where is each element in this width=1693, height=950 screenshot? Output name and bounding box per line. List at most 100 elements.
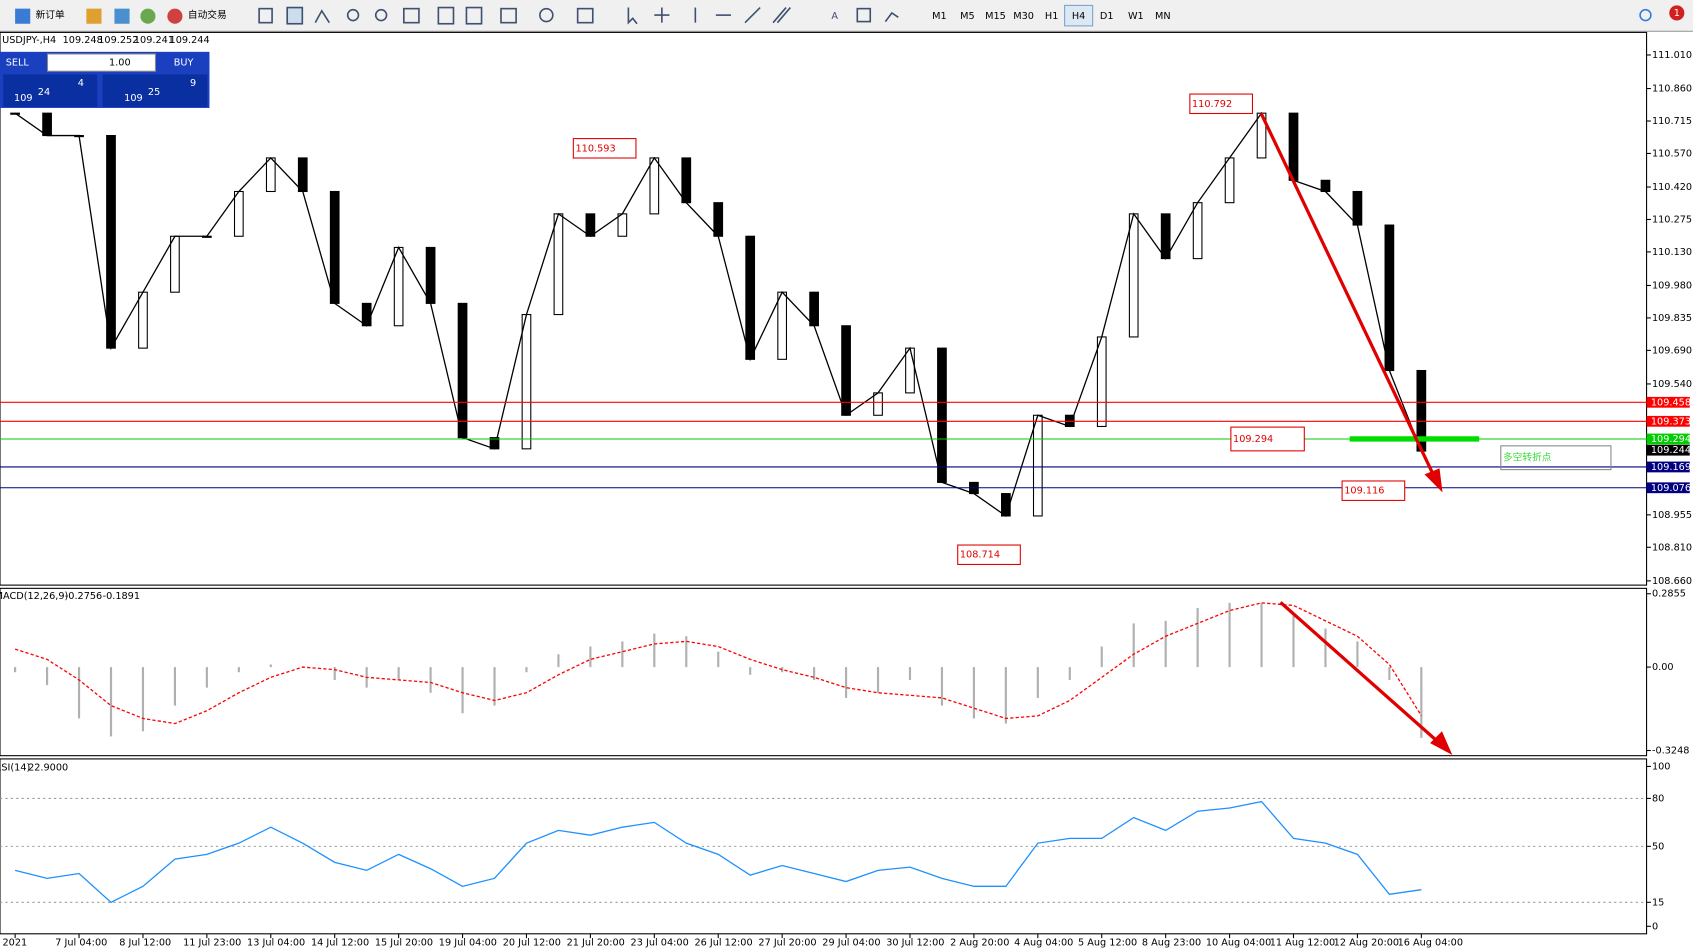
candle <box>393 246 404 327</box>
macd-bar <box>1260 602 1263 668</box>
auto-trading-icon[interactable] <box>167 8 183 24</box>
candle <box>681 157 692 204</box>
buy-price-big: 109 <box>124 93 143 104</box>
candle <box>937 347 947 483</box>
candle <box>297 157 308 193</box>
icon[interactable] <box>539 7 554 23</box>
sell-button[interactable] <box>3 74 98 107</box>
price-annotation: 108.714 <box>960 550 1000 561</box>
zoom-in[interactable] <box>346 8 360 22</box>
timeframe[interactable]: M1 <box>932 11 947 22</box>
timeframe[interactable]: MN <box>1155 11 1171 22</box>
icon[interactable] <box>286 6 304 25</box>
macd-bar <box>333 667 336 680</box>
icon[interactable] <box>500 7 517 24</box>
level-label: 109.458 <box>1651 397 1691 408</box>
x-tick-label: 16 Aug 04:00 <box>1398 937 1463 948</box>
icon[interactable] <box>576 7 594 24</box>
candle <box>170 235 180 293</box>
macd-bar <box>1324 628 1327 668</box>
y-tick-label: 100 <box>1652 761 1671 772</box>
candle <box>585 213 596 237</box>
x-tick-label: 2 Aug 20:00 <box>950 937 1009 948</box>
macd-bar <box>1196 608 1199 668</box>
auto-trading[interactable]: 自动交易 <box>188 8 227 21</box>
trend-arrow <box>1279 601 1443 747</box>
ohlc-value: 109.252 <box>98 35 138 46</box>
volume-box[interactable] <box>46 53 157 72</box>
macd-bar <box>1164 620 1167 668</box>
timeframe[interactable]: D1 <box>1100 11 1114 22</box>
macd-bar <box>1356 641 1359 668</box>
x-tick-label: 11 Aug 12:00 <box>1270 937 1335 948</box>
macd-bar <box>589 646 592 668</box>
candle <box>1192 202 1203 260</box>
rsi-title: RSI(14) <box>0 763 30 774</box>
buy-label[interactable]: BUY <box>174 58 194 69</box>
x-tick-label: 19 Jul 04:00 <box>439 937 497 948</box>
x-tick-label: 26 Jul 12:00 <box>694 937 752 948</box>
macd-bar <box>1228 602 1231 668</box>
icon[interactable] <box>140 8 156 24</box>
level-tag <box>1646 396 1690 408</box>
x-tick-label: 13 Jul 04:00 <box>247 937 305 948</box>
macd-bar <box>653 633 656 668</box>
icon[interactable] <box>465 6 483 25</box>
timeframe[interactable]: M5 <box>960 11 975 22</box>
icon[interactable] <box>114 8 130 24</box>
macd-bar <box>173 667 176 706</box>
search[interactable] <box>1639 8 1652 22</box>
zoom-out[interactable] <box>374 8 388 22</box>
volume[interactable]: 1.00 <box>109 58 131 69</box>
price-annotation-box <box>1341 480 1406 501</box>
rsi-line <box>14 800 1422 904</box>
icon[interactable] <box>314 9 330 24</box>
timeframe[interactable]: W1 <box>1128 11 1144 22</box>
y-tick-label: 110.420 <box>1652 182 1692 193</box>
macd-bar <box>685 636 688 668</box>
icon[interactable] <box>403 7 420 24</box>
level-tag <box>1646 461 1690 473</box>
sell-label[interactable]: SELL <box>6 58 30 69</box>
candle <box>425 246 436 304</box>
label-tool[interactable] <box>856 7 872 23</box>
new-order[interactable]: 新订单 <box>36 8 65 21</box>
macd-title: MACD(12,26,9) <box>0 591 68 602</box>
timeframes: M1 M5 M15 M30 H1 H4 D1 W1 MN <box>932 11 1171 22</box>
price-annotation: 109.294 <box>1233 434 1273 445</box>
timeframe[interactable]: H4 <box>1072 11 1085 22</box>
text-tool[interactable]: A <box>831 11 838 22</box>
x-tick-label: 14 Jul 12:00 <box>311 937 369 948</box>
timeframe[interactable]: M30 <box>1013 11 1034 22</box>
trendline[interactable] <box>744 6 761 24</box>
macd-bar <box>1004 667 1007 724</box>
timeframe[interactable]: M15 <box>985 11 1006 22</box>
x-tick-label: 20 Jul 12:00 <box>503 937 561 948</box>
y-tick-label: 80 <box>1652 793 1664 804</box>
candle <box>1128 213 1139 338</box>
arrow-head <box>1430 731 1453 755</box>
x-tick-label: 12 Aug 20:00 <box>1334 937 1399 948</box>
timeframe[interactable]: H1 <box>1045 11 1058 22</box>
macd-bar <box>908 667 912 680</box>
icon[interactable] <box>437 6 455 25</box>
macd-bar <box>14 667 17 673</box>
buy-button[interactable] <box>102 74 208 107</box>
candle <box>777 291 788 360</box>
icon[interactable] <box>86 8 102 24</box>
x-tick-label: 7 Jul 04:00 <box>55 937 107 948</box>
channel[interactable] <box>772 7 791 24</box>
candle <box>1032 414 1043 517</box>
cursor[interactable] <box>627 7 638 25</box>
y-tick-label: 0 <box>1652 921 1658 932</box>
new-order-icon[interactable] <box>15 8 31 24</box>
x-tick-label: 1 Jul 2021 <box>0 937 27 948</box>
notification-badge[interactable] <box>1669 5 1685 21</box>
macd-bar <box>876 667 880 693</box>
crosshair[interactable] <box>654 7 670 23</box>
shapes[interactable] <box>884 11 899 23</box>
icon[interactable] <box>258 7 273 24</box>
active-timeframe <box>1064 4 1094 27</box>
candle <box>265 157 276 193</box>
